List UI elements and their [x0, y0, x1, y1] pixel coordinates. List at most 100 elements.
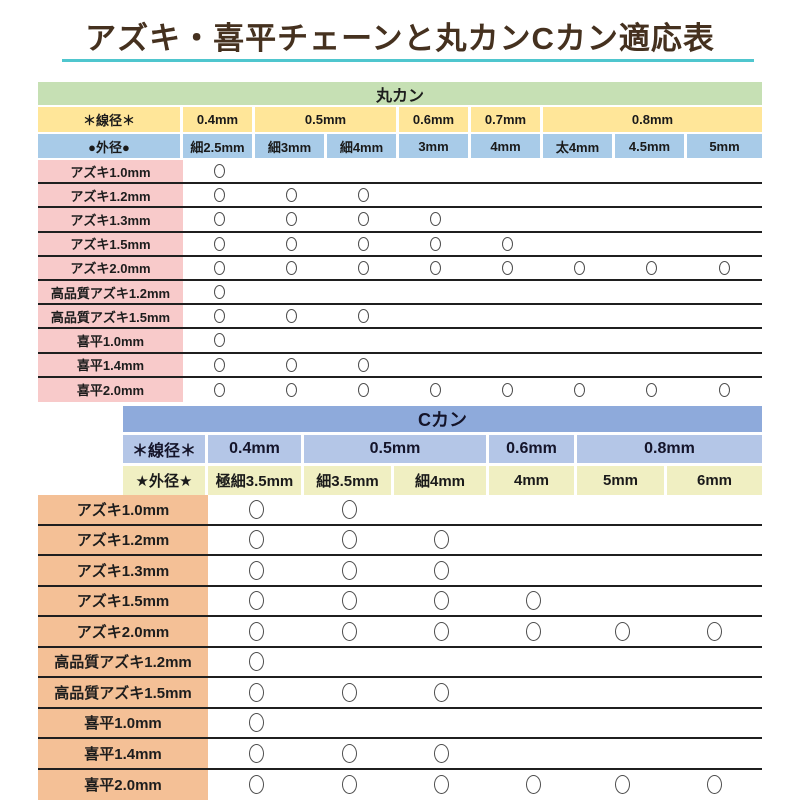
compatible-circle-icon: [645, 382, 657, 397]
maru-kan-compat-cell: [255, 208, 327, 230]
chain-type-label: アズキ1.0mm: [38, 160, 183, 183]
c-kan-outer-size-4: 5mm: [577, 466, 667, 495]
c-kan-compat-cell: [577, 495, 667, 524]
compatible-circle-icon: [614, 621, 630, 641]
compatible-circle-icon: [248, 591, 264, 611]
maru-kan-compat-cell: [183, 305, 255, 327]
c-kan-compat-cell: [394, 617, 489, 646]
c-kan-compat-cell: [577, 678, 667, 707]
compatible-circle-icon: [248, 530, 264, 550]
c-kan-compat-cell: [208, 770, 304, 800]
c-kan-compat-cell: [208, 678, 304, 707]
c-kan-table-title: Cカン: [123, 406, 762, 432]
maru-kan-compat-cell: [615, 378, 687, 402]
c-kan-outer-header-label: ★外径★: [123, 466, 208, 495]
compatible-circle-icon: [285, 236, 297, 251]
c-kan-compat-cell: [304, 587, 394, 616]
maru-kan-outer-diameter-row: ●外径● 細2.5mm 細3mm 細4mm 3mm 4mm 太4mm 4.5mm 5mm: [38, 134, 762, 158]
maru-kan-table: 丸カン ＊線径＊ 0.4mm 0.5mm 0.6mm 0.7mm 0.8mm ●外径● 細2…: [38, 82, 762, 402]
maru-kan-compat-cell: [615, 208, 687, 230]
c-kan-outer-diameter-row: ★外径★ 極細3.5mm 細3.5mm 細4mm 4mm 5mm 6mm: [123, 466, 762, 495]
c-kan-compat-cell: [208, 739, 304, 768]
maru-kan-wire-size-4: 0.8mm: [543, 107, 762, 132]
maru-kan-outer-size-5: 太4mm: [543, 134, 615, 158]
maru-kan-compat-cell: [687, 208, 762, 230]
compatible-circle-icon: [213, 357, 225, 372]
chain-type-label: 高品質アズキ1.2mm: [38, 280, 183, 304]
maru-kan-compat-cell: [471, 184, 543, 206]
maru-kan-outer-size-7: 5mm: [687, 134, 762, 158]
maru-kan-row-1: アズキ1.2mm: [38, 184, 762, 209]
title-underline: [62, 59, 754, 62]
chain-type-label: 喜平2.0mm: [38, 769, 208, 800]
c-kan-row-1: アズキ1.2mm: [38, 525, 762, 556]
compatible-circle-icon: [213, 333, 225, 348]
c-kan-compat-cell: [394, 556, 489, 585]
maru-kan-compat-cell: [543, 208, 615, 230]
page-title: アズキ・喜平チェーンと丸カンCカン適応表: [85, 21, 715, 56]
maru-kan-row-4: アズキ2.0mm: [38, 256, 762, 281]
maru-kan-compat-cell: [687, 305, 762, 327]
compatible-circle-icon: [248, 652, 264, 672]
maru-kan-compat-cell: [687, 160, 762, 182]
maru-kan-compat-cell: [183, 233, 255, 255]
maru-kan-table-title: 丸カン: [38, 82, 762, 105]
maru-kan-compat-cell: [255, 160, 327, 182]
c-kan-outer-size-0: 極細3.5mm: [208, 466, 304, 495]
compatible-circle-icon: [285, 212, 297, 227]
c-kan-compat-cell: [304, 495, 394, 524]
maru-kan-compat-cell: [327, 329, 399, 351]
c-kan-row-9: 喜平2.0mm: [38, 769, 762, 800]
compatible-circle-icon: [434, 530, 449, 550]
maru-kan-compat-cell: [615, 281, 687, 303]
maru-kan-wire-size-2: 0.6mm: [399, 107, 471, 132]
maru-kan-outer-size-3: 3mm: [399, 134, 471, 158]
maru-kan-compat-cell: [399, 354, 471, 376]
c-kan-compat-cell: [208, 587, 304, 616]
compatible-circle-icon: [341, 743, 357, 763]
compatible-circle-icon: [341, 591, 357, 611]
c-kan-compat-cell: [304, 648, 394, 677]
chain-type-label: アズキ1.2mm: [38, 525, 208, 554]
maru-kan-compat-cell: [543, 160, 615, 182]
maru-kan-compat-cell: [615, 184, 687, 206]
compatible-circle-icon: [573, 260, 585, 275]
maru-kan-compat-cell: [327, 378, 399, 402]
c-kan-compat-cell: [394, 648, 489, 677]
maru-kan-compat-cell: [327, 257, 399, 279]
c-kan-wire-size-0: 0.4mm: [208, 435, 304, 463]
c-kan-compat-cell: [304, 526, 394, 555]
c-kan-row-3: アズキ1.5mm: [38, 586, 762, 617]
chain-type-label: アズキ2.0mm: [38, 617, 208, 646]
compatible-circle-icon: [434, 591, 449, 611]
compatible-circle-icon: [434, 743, 449, 763]
c-kan-row-0: アズキ1.0mm: [38, 495, 762, 526]
maru-kan-compat-cell: [687, 281, 762, 303]
compatible-circle-icon: [357, 260, 369, 275]
maru-kan-row-6: 高品質アズキ1.5mm: [38, 305, 762, 330]
maru-kan-compat-cell: [471, 378, 543, 402]
maru-kan-outer-size-2: 細4mm: [327, 134, 399, 158]
chain-type-label: アズキ1.2mm: [38, 184, 183, 207]
maru-kan-compat-cell: [399, 378, 471, 402]
chain-type-label: 喜平1.4mm: [38, 353, 183, 376]
maru-kan-compat-cell: [327, 281, 399, 303]
maru-kan-compat-cell: [399, 281, 471, 303]
maru-kan-compat-cell: [471, 354, 543, 376]
c-kan-compat-cell: [208, 556, 304, 585]
c-kan-compat-cell: [489, 526, 577, 555]
maru-kan-wire-size-1: 0.5mm: [255, 107, 399, 132]
maru-kan-compat-cell: [687, 354, 762, 376]
compatible-circle-icon: [357, 188, 369, 203]
compatible-circle-icon: [341, 560, 357, 580]
compatible-circle-icon: [501, 236, 513, 251]
compatible-circle-icon: [285, 357, 297, 372]
c-kan-compat-cell: [304, 709, 394, 738]
maru-kan-compat-cell: [183, 378, 255, 402]
c-kan-wire-size-3: 0.8mm: [577, 435, 762, 463]
maru-kan-compat-cell: [615, 354, 687, 376]
compatible-circle-icon: [213, 212, 225, 227]
maru-kan-compat-cell: [183, 184, 255, 206]
maru-kan-outer-header-label: ●外径●: [38, 134, 183, 158]
c-kan-row-2: アズキ1.3mm: [38, 556, 762, 587]
